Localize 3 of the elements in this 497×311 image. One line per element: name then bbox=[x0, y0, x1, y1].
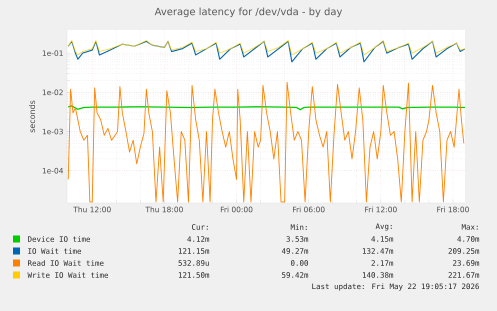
line-series bbox=[68, 40, 466, 56]
line-series bbox=[68, 40, 466, 62]
chart-title: Average latency for /dev/vda - by day bbox=[154, 8, 342, 18]
